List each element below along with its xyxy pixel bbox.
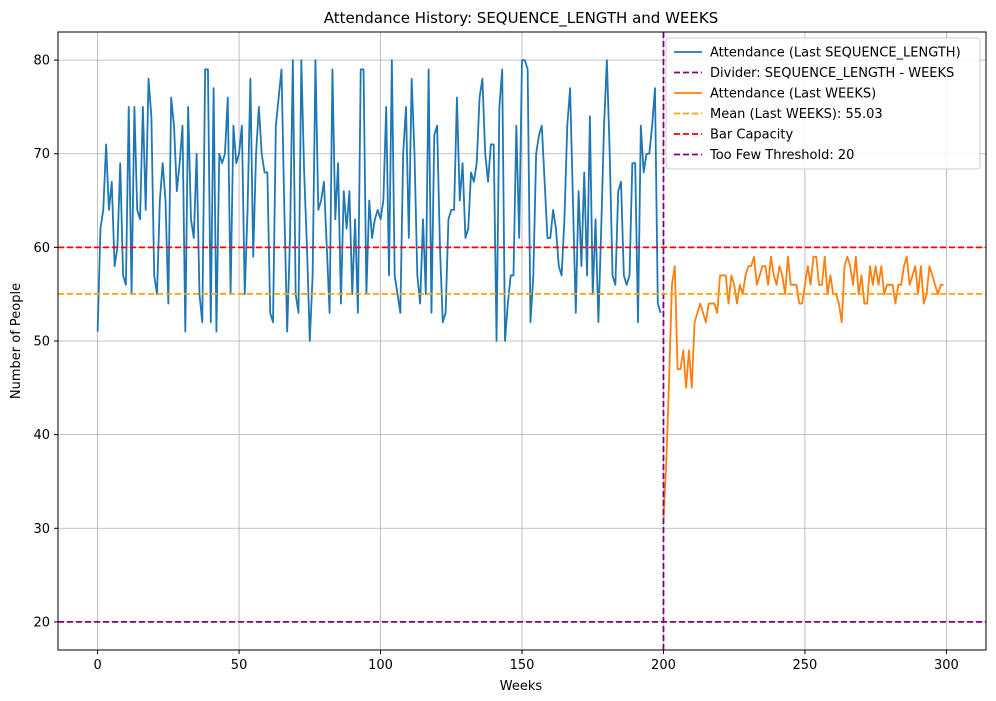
y-tick-label: 70 xyxy=(33,147,50,162)
x-tick-label: 50 xyxy=(231,658,248,673)
y-tick-label: 80 xyxy=(33,54,50,69)
y-tick-label: 20 xyxy=(33,615,50,630)
y-tick-label: 60 xyxy=(33,241,50,256)
y-tick-label: 50 xyxy=(33,335,50,350)
legend-label: Bar Capacity xyxy=(710,128,793,143)
x-tick-label: 0 xyxy=(93,658,101,673)
x-tick-label: 200 xyxy=(651,658,676,673)
chart-title: Attendance History: SEQUENCE_LENGTH and … xyxy=(324,9,718,28)
reference-lines xyxy=(58,32,986,650)
legend-label: Attendance (Last WEEKS) xyxy=(710,87,876,102)
axis-ticks: 0 50 100 150 200 250 300 20 30 40 50 60 70 80 xyxy=(33,54,958,673)
legend: Attendance (Last SEQUENCE_LENGTH) Divider… xyxy=(665,37,981,170)
y-tick-label: 40 xyxy=(33,428,50,443)
legend-label: Too Few Threshold: 20 xyxy=(709,148,854,163)
y-tick-label: 30 xyxy=(33,522,50,537)
x-axis-label: Weeks xyxy=(500,679,543,694)
series-line-0 xyxy=(96,59,662,342)
legend-label: Divider: SEQUENCE_LENGTH - WEEKS xyxy=(710,66,954,81)
legend-label: Mean (Last WEEKS): 55.03 xyxy=(710,107,883,122)
x-tick-label: 300 xyxy=(934,658,959,673)
x-tick-label: 150 xyxy=(510,658,535,673)
y-axis-label: Number of People xyxy=(9,283,24,399)
legend-box xyxy=(665,37,981,170)
x-tick-label: 100 xyxy=(368,658,393,673)
x-tick-label: 250 xyxy=(793,658,818,673)
legend-label: Attendance (Last SEQUENCE_LENGTH) xyxy=(710,46,961,61)
